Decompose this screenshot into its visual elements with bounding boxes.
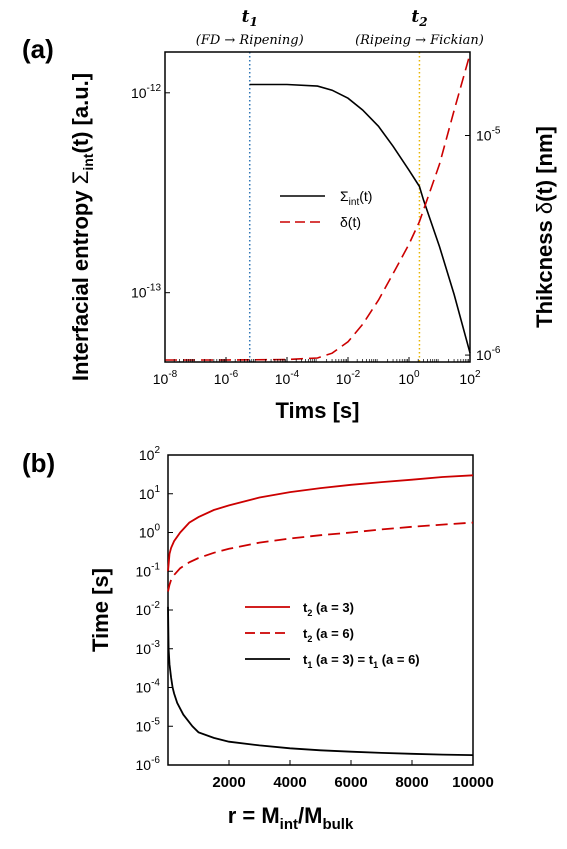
series-line-a-2 [165, 53, 471, 361]
annotation-text-1: (FD → Ripening) [196, 33, 304, 48]
y-right-tick-label-a-0: 10-6 [476, 345, 501, 363]
ticks-b: 2000 4000 6000 8000 10000 10-6 10-5 10-4 10-3 10-… [136, 445, 494, 791]
series-line-b-3 [167, 606, 474, 756]
series-line-b-1 [167, 474, 474, 572]
annotation-text-2: (Ripeing → Fickian) [355, 33, 484, 48]
y-tick-label-b-6: 100 [139, 523, 161, 541]
y-left-tick-label-a-1: 10-12 [131, 83, 161, 101]
ticks-a: 10-8 10-6 10-4 10-2 100 102 10-13 10-12 10-6 10-5 [131, 83, 501, 387]
panel-label-b: (b) [22, 448, 55, 478]
y-tick-label-b-1: 10-5 [136, 716, 161, 734]
legend-b: t2 (a = 3) t2 (a = 6) t1 (a = 3) = t1 (a =… [245, 600, 420, 670]
y-tick-label-b-7: 101 [139, 484, 161, 502]
y-axis-label-b: Time [s] [88, 568, 113, 652]
panel-b: (b) 2000 4000 6000 8000 10000 10-6 10-5 10-4 10-… [22, 445, 494, 833]
legend-label-b-1: t2 (a = 3) [303, 600, 354, 618]
y-axis-right-title-a: Thikcness δ(t) [nm] [532, 126, 557, 328]
panel-a: (a) t1 (FD → Ripening) t2 (Ripeing → Fickia… [22, 7, 557, 423]
y-left-tick-label-a-0: 10-13 [131, 283, 161, 301]
x-tick-label-b-0: 2000 [212, 774, 245, 791]
legend-label-a-2: δ(t) [340, 214, 361, 230]
annotation-label-1: t1 [242, 7, 258, 29]
x-axis-label-b: r = Mint/Mbulk [228, 803, 354, 833]
x-tick-label-a-1: 10-6 [214, 369, 239, 387]
plot-frame-a [164, 51, 471, 363]
x-tick-label-b-3: 8000 [395, 774, 428, 791]
legend-label-b-2: t2 (a = 6) [303, 626, 354, 644]
y-tick-label-b-5: 10-1 [136, 561, 161, 579]
annotations-a: t1 (FD → Ripening) t2 (Ripeing → Fickian) [196, 7, 484, 362]
x-tick-label-a-3: 10-2 [336, 369, 361, 387]
x-tick-label-a-0: 10-8 [153, 369, 178, 387]
x-tick-label-a-4: 100 [398, 369, 420, 387]
x-tick-label-a-2: 10-4 [275, 369, 300, 387]
series-line-a-1 [249, 83, 471, 354]
legend-a: Σint(t) δ(t) [280, 188, 372, 230]
x-tick-label-b-2: 6000 [334, 774, 367, 791]
y-tick-label-b-3: 10-3 [136, 639, 161, 657]
x-tick-label-b-1: 4000 [273, 774, 306, 791]
y-right-tick-label-a-1: 10-5 [476, 125, 501, 143]
y-axis-left-label-a: Interfacial entropy Σint(t) [a.u.] [68, 73, 96, 381]
series-group-a [165, 53, 471, 361]
x-axis-label-a: Tims [s] [276, 398, 360, 423]
x-axis-title-b: r = Mint/Mbulk [228, 803, 354, 833]
x-tick-label-b-4: 10000 [452, 774, 494, 791]
y-tick-label-b-8: 102 [139, 445, 161, 463]
series-line-b-2 [167, 521, 474, 592]
legend-label-a-1: Σint(t) [340, 188, 372, 208]
panel-label-a: (a) [22, 34, 54, 64]
legend-label-b-3: t1 (a = 3) = t1 (a = 6) [303, 652, 420, 670]
y-tick-label-b-2: 10-4 [136, 678, 161, 696]
y-axis-right-label-a: Thikcness δ(t) [nm] [532, 126, 557, 328]
y-tick-label-b-0: 10-6 [136, 755, 161, 773]
y-axis-left-title-a: Interfacial entropy Σint(t) [a.u.] [68, 73, 96, 381]
x-tick-label-a-5: 102 [459, 369, 481, 387]
series-group-b [167, 474, 474, 756]
y-tick-label-b-4: 10-2 [136, 600, 161, 618]
annotation-label-2: t2 [411, 7, 427, 29]
